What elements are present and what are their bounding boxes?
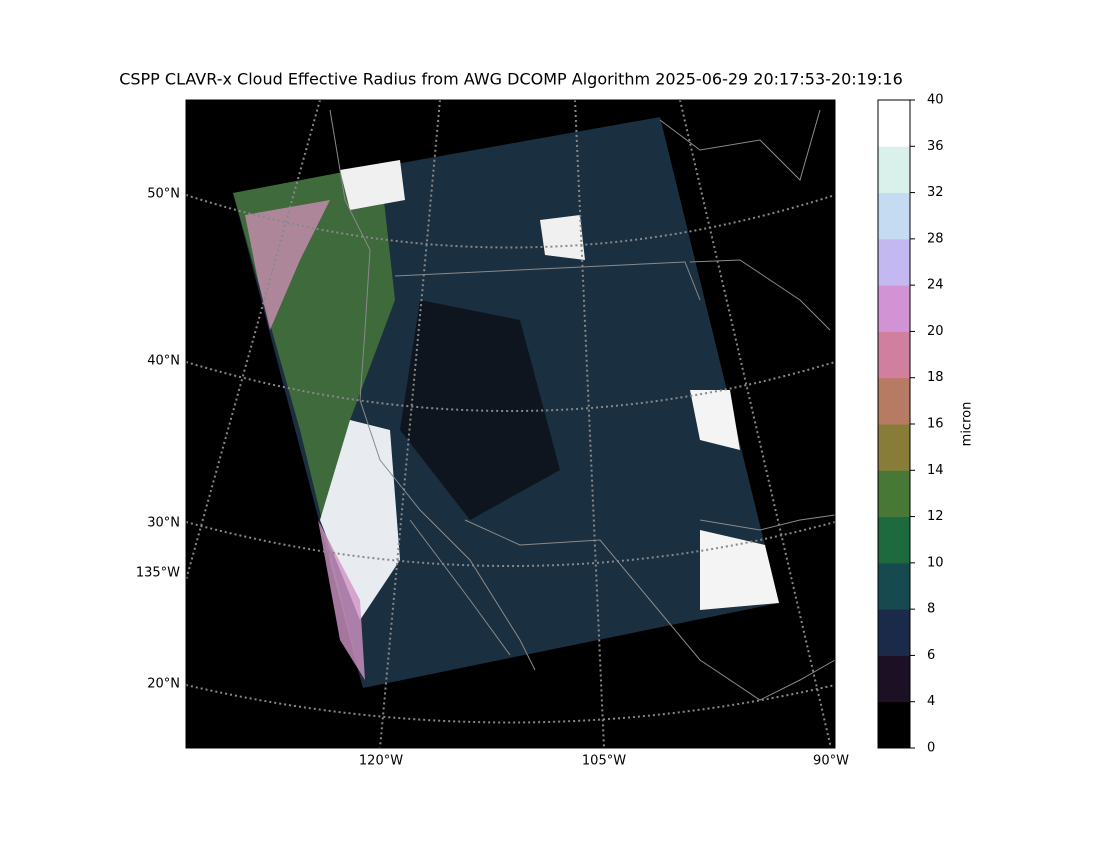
graticule (574, 99, 605, 749)
colorbar-bin (878, 377, 910, 425)
coastline (329, 109, 836, 701)
colorbar-bin (878, 516, 910, 564)
colorbar-tick-label: 14 (927, 463, 944, 478)
colorbar-bin (878, 146, 910, 194)
colorbar-bin (878, 562, 910, 610)
colorbar-tick-label: 18 (927, 370, 944, 385)
colorbar-tick-label: 16 (927, 417, 944, 432)
graticule (679, 99, 832, 749)
colorbar-bin (878, 701, 910, 749)
map (185, 99, 836, 749)
cloud-white (700, 530, 779, 610)
lat-label: 50°N (147, 187, 180, 202)
colorbar-tick-label: 4 (927, 694, 935, 709)
lon-label: 120°W (359, 754, 403, 769)
lat-label: 20°N (147, 677, 180, 692)
colorbar-bin (878, 331, 910, 379)
graticule (185, 684, 836, 724)
lat-label: 30°N (147, 516, 180, 531)
colorbar-label: micron (960, 402, 975, 447)
lon-label: 135°W (136, 566, 180, 581)
colorbar-bin (878, 655, 910, 703)
colorbar-tick-label: 36 (927, 139, 944, 154)
title: CSPP CLAVR-x Cloud Effective Radius from… (119, 70, 903, 89)
cloud-white (340, 160, 405, 210)
colorbar-tick-label: 10 (927, 555, 944, 570)
graticule (185, 194, 836, 249)
lon-label: 105°W (582, 754, 626, 769)
colorbar-bin (878, 424, 910, 471)
colorbar-tick-label: 8 (927, 602, 935, 617)
colorbar-bin (878, 470, 910, 518)
colorbar-tick-label: 28 (927, 231, 944, 246)
cloud-white (540, 215, 585, 260)
colorbar-bin (878, 100, 910, 147)
lat-label: 40°N (147, 354, 180, 369)
colorbar-tick-label: 12 (927, 509, 944, 524)
colorbar-tick-label: 0 (927, 741, 935, 756)
colorbar-bin (878, 609, 910, 656)
cloud-white (690, 390, 740, 450)
colorbar-tick-label: 6 (927, 648, 935, 663)
lon-label: 90°W (813, 754, 849, 769)
colorbar-bin (878, 285, 910, 332)
colorbar-bin (878, 192, 910, 240)
cloud-pink (318, 520, 365, 680)
colorbar-bin (878, 238, 910, 286)
colorbar: 0 4 6 8 10 12 14 16 18 20 24 28 32 36 40 (877, 93, 944, 756)
graticule (379, 99, 441, 749)
colorbar-tick-label: 24 (927, 278, 944, 293)
graticule (185, 99, 321, 581)
clear-area (400, 300, 560, 520)
colorbar-tick-label: 32 (927, 185, 944, 200)
colorbar-tick-label: 40 (927, 93, 944, 108)
colorbar-tick-label: 20 (927, 324, 944, 339)
map-frame (185, 99, 836, 749)
cloud-pink (245, 200, 330, 330)
